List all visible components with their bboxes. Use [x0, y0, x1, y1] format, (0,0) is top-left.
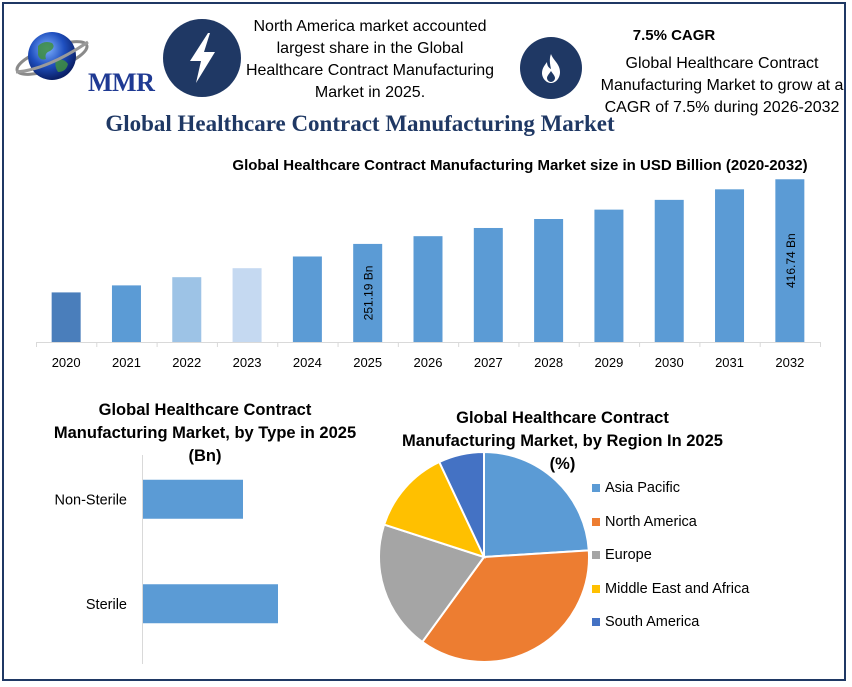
legend-label: Middle East and Africa	[605, 580, 750, 597]
info-cagr: Global Healthcare Contract Manufacturing…	[600, 55, 844, 116]
bar-2027	[473, 227, 503, 342]
legend-label: North America	[605, 513, 697, 530]
x-tick-label-2031: 2031	[715, 355, 744, 370]
cagr-title: 7.5% CAGR	[632, 27, 716, 44]
x-tick-label-2029: 2029	[594, 355, 623, 370]
bar-2028	[534, 219, 564, 342]
bar-2026	[413, 236, 443, 342]
data-label-2025: 251.19 Bn	[362, 266, 376, 321]
bar-2025	[353, 243, 383, 342]
x-tick-label-2024: 2024	[293, 355, 322, 370]
page-frame	[2, 2, 846, 681]
pie-chart-title: Global Healthcare Contract Manufacturing…	[402, 409, 723, 473]
bar-2032	[775, 179, 805, 342]
bar-2020	[51, 292, 81, 342]
x-tick-label-2026: 2026	[414, 355, 443, 370]
x-tick-label-2021: 2021	[112, 355, 141, 370]
legend-swatch	[592, 484, 600, 492]
legend-swatch	[592, 551, 600, 559]
info-north-america: North America market accounted largest s…	[245, 18, 495, 101]
lightning-icon	[163, 19, 241, 97]
x-tick-label-2030: 2030	[655, 355, 684, 370]
x-tick-label-2023: 2023	[233, 355, 262, 370]
x-tick-label-2027: 2027	[474, 355, 503, 370]
mmr-logo: MMR	[14, 20, 159, 97]
bar-2021	[111, 285, 141, 342]
bar-2030	[654, 199, 684, 342]
x-tick-label-2025: 2025	[353, 355, 382, 370]
data-label-2032: 416.74 Bn	[784, 233, 798, 288]
type-chart-title: Global Healthcare Contract Manufacturing…	[53, 401, 357, 465]
x-tick-label-2022: 2022	[172, 355, 201, 370]
bar-2024	[292, 256, 322, 342]
x-tick-label-2032: 2032	[775, 355, 804, 370]
legend-swatch	[592, 584, 600, 593]
globe-icon	[15, 32, 89, 80]
legend-label: Asia Pacific	[605, 480, 680, 496]
bar-chart-title: Global Healthcare Contract Manufacturing…	[232, 157, 808, 174]
legend-swatch	[592, 517, 600, 526]
flame-icon	[520, 37, 582, 99]
x-tick-label-2020: 2020	[52, 355, 81, 370]
bar-2031	[715, 189, 745, 342]
bar-2023	[232, 268, 262, 342]
x-tick-label-2028: 2028	[534, 355, 563, 370]
page-title: Global Healthcare Contract Manufacturing…	[105, 111, 615, 136]
legend-label: Europe	[605, 547, 652, 563]
bar-2029	[594, 209, 624, 342]
logo-text: MMR	[88, 68, 155, 97]
legend-label: South America	[605, 614, 700, 630]
bar-2022	[172, 277, 202, 342]
legend-swatch	[592, 618, 600, 626]
